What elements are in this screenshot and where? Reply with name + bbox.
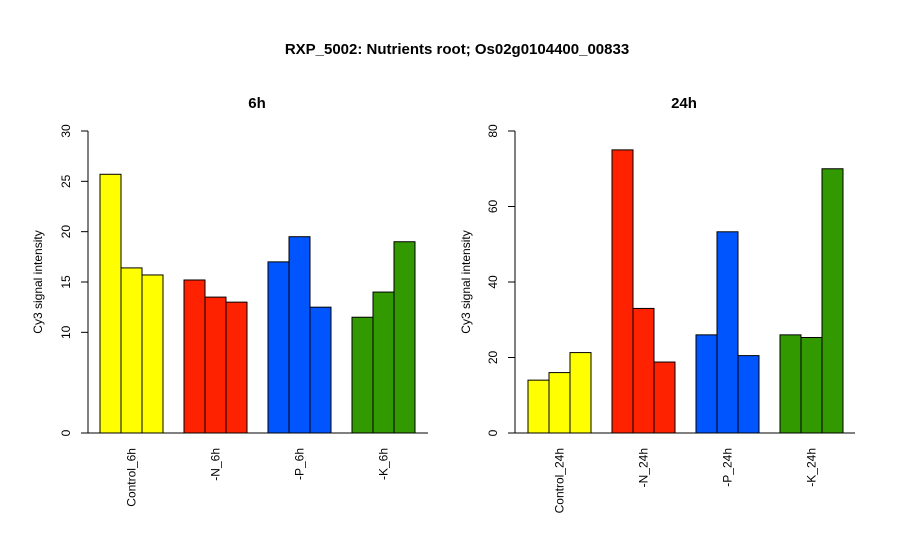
bars-6h [99, 173, 416, 434]
panel-title-24h: 24h [671, 95, 697, 112]
x-tick-labels-6h: Control_6h -N_6h -P_6h -K_6h [125, 448, 391, 507]
y-tick-label-6h-0: 0 [59, 429, 73, 436]
panel-24h: 24h Cy3 signal intensity 0 20 40 60 80 Contr… [459, 95, 855, 513]
bar-24h-p-24h-3 [737, 355, 760, 434]
bar-24h-k-24h-2 [800, 336, 823, 434]
bar-24h-n-24h-3 [653, 361, 676, 434]
bar-6h-p-6h-2 [288, 236, 311, 434]
y-tick-label-6h-25: 25 [59, 174, 73, 188]
bar-24h-p-24h-2 [716, 231, 739, 434]
x-tick-label-p-24h: -P_24h [721, 448, 735, 487]
bar-24h-k-24h-1 [779, 334, 802, 434]
x-tick-label-k-24h: -K_24h [805, 448, 819, 487]
bar-6h-control-6h-2 [120, 267, 143, 434]
x-tick-label-k-6h: -K_6h [377, 448, 391, 480]
y-ticks-24h: 0 20 40 60 80 [486, 124, 515, 436]
bar-24h-p-24h-1 [695, 334, 718, 434]
y-tick-label-6h-30: 30 [59, 124, 73, 138]
bar-6h-p-6h-3 [309, 306, 332, 434]
y-tick-label-6h-10: 10 [59, 325, 73, 339]
x-tick-label-control-24h: Control_24h [553, 448, 567, 513]
bar-6h-n-6h-2 [204, 296, 227, 434]
y-tick-label-6h-20: 20 [59, 225, 73, 239]
bar-6h-control-6h-3 [141, 274, 164, 434]
y-ticks-6h: 0 10 15 20 25 30 [59, 124, 88, 436]
bar-6h-p-6h-1 [267, 261, 290, 434]
y-tick-label-24h-0: 0 [486, 429, 500, 436]
bar-24h-control-24h-3 [569, 352, 592, 434]
bar-6h-control-6h-1 [99, 173, 122, 434]
y-axis-label-24h: Cy3 signal intensity [459, 230, 473, 333]
y-tick-label-24h-80: 80 [486, 124, 500, 138]
bar-6h-n-6h-3 [225, 301, 248, 434]
x-tick-label-n-6h: -N_6h [209, 448, 223, 481]
panel-title-6h: 6h [248, 95, 266, 112]
bar-6h-k-6h-1 [351, 316, 374, 434]
bar-24h-control-24h-2 [548, 372, 571, 434]
bar-24h-n-24h-2 [632, 307, 655, 434]
y-tick-label-24h-40: 40 [486, 275, 500, 289]
bar-24h-control-24h-1 [527, 379, 550, 434]
bar-6h-k-6h-3 [393, 241, 416, 434]
y-tick-label-6h-15: 15 [59, 275, 73, 289]
panel-6h: 6h Cy3 signal intensity 0 10 15 20 25 30 Cont… [31, 95, 428, 507]
bar-24h-n-24h-1 [611, 149, 634, 434]
bar-24h-k-24h-3 [821, 168, 844, 434]
y-tick-label-24h-60: 60 [486, 200, 500, 214]
x-tick-label-control-6h: Control_6h [125, 448, 139, 507]
figure-title: RXP_5002: Nutrients root; Os02g0104400_0… [285, 41, 629, 58]
bars-24h [527, 149, 844, 434]
x-tick-label-n-24h: -N_24h [637, 448, 651, 487]
bar-6h-k-6h-2 [372, 291, 395, 434]
x-tick-label-p-6h: -P_6h [293, 448, 307, 480]
y-tick-label-24h-20: 20 [486, 351, 500, 365]
x-tick-labels-24h: Control_24h -N_24h -P_24h -K_24h [553, 448, 819, 513]
y-axis-label-6h: Cy3 signal intensity [31, 230, 45, 333]
bar-6h-n-6h-1 [183, 279, 206, 434]
